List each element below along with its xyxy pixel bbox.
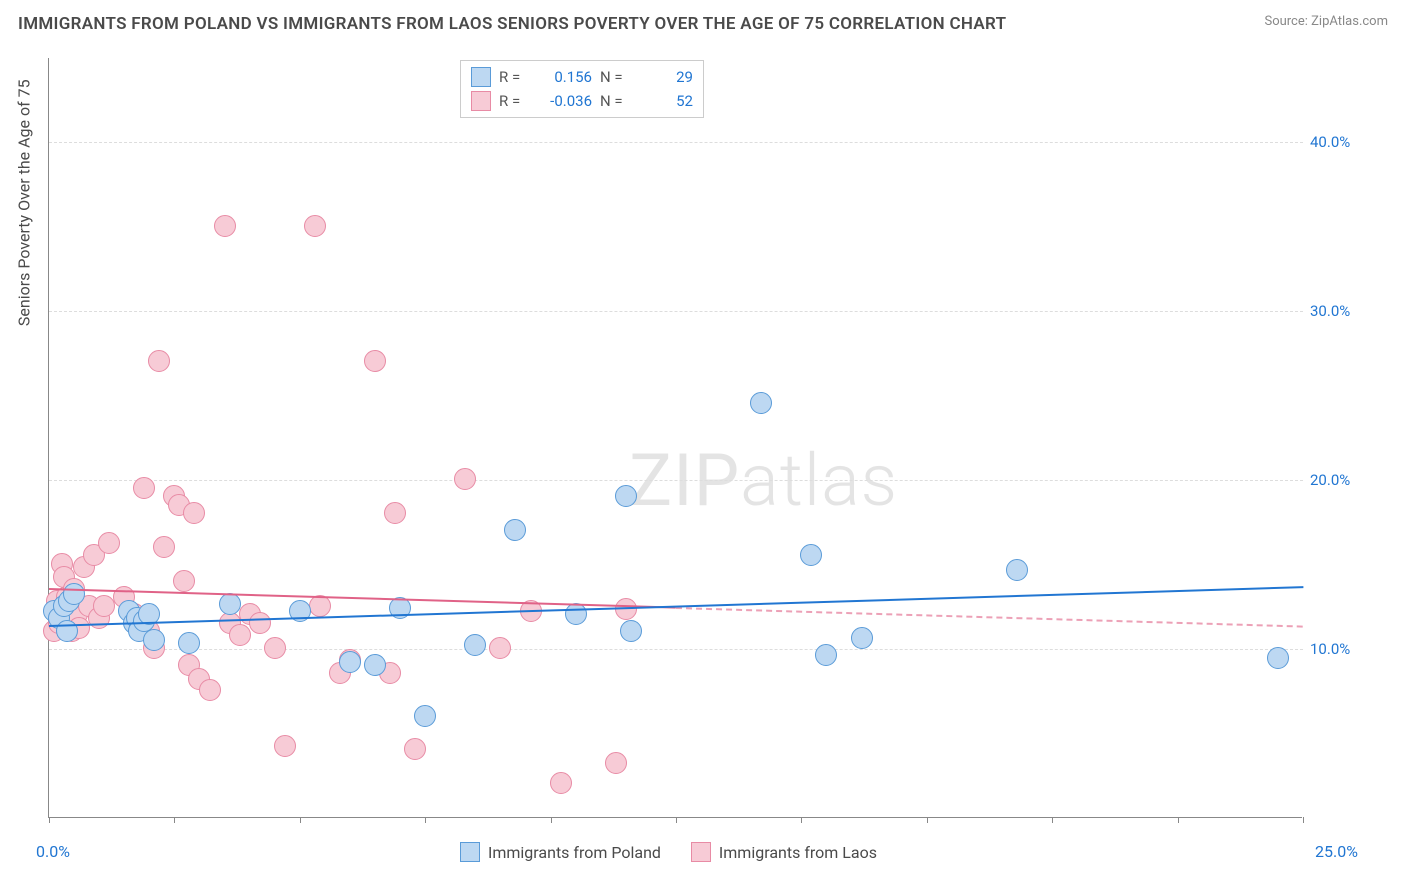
- source-label: Source: ZipAtlas.com: [1264, 14, 1388, 29]
- plot-region: ZIPatlas: [48, 58, 1302, 818]
- x-label-min: 0.0%: [36, 842, 70, 861]
- r-label: R =: [499, 92, 529, 110]
- swatch-poland: [471, 67, 491, 87]
- data-point-laos: [199, 679, 221, 701]
- data-point-laos: [384, 502, 406, 524]
- r-value-poland: 0.156: [537, 68, 592, 86]
- y-tick-label: 30.0%: [1310, 302, 1350, 320]
- data-point-poland: [364, 654, 386, 676]
- data-point-laos: [183, 502, 205, 524]
- chart-area: ZIPatlas 10.0% 20.0% 30.0% 40.0%: [48, 58, 1368, 818]
- swatch-poland: [460, 842, 480, 862]
- y-axis-title: Seniors Poverty Over the Age of 75: [15, 79, 34, 326]
- data-point-laos: [605, 752, 627, 774]
- legend-label-poland: Immigrants from Poland: [488, 843, 661, 862]
- data-point-laos: [153, 536, 175, 558]
- swatch-laos: [471, 91, 491, 111]
- data-point-poland: [143, 629, 165, 651]
- grid-line: [49, 142, 1303, 143]
- legend-item-laos: Immigrants from Laos: [691, 842, 877, 862]
- data-point-laos: [264, 637, 286, 659]
- data-point-poland: [414, 705, 436, 727]
- data-point-poland: [464, 634, 486, 656]
- data-point-laos: [550, 772, 572, 794]
- n-value-laos: 52: [638, 92, 693, 110]
- grid-line: [49, 311, 1303, 312]
- legend-bottom: Immigrants from Poland Immigrants from L…: [460, 842, 877, 862]
- data-point-laos: [364, 350, 386, 372]
- x-tick: [1052, 817, 1053, 823]
- data-point-laos: [454, 468, 476, 490]
- legend-row-laos: R = -0.036 N = 52: [471, 89, 693, 113]
- data-point-laos: [98, 532, 120, 554]
- data-point-poland: [1267, 647, 1289, 669]
- data-point-laos: [173, 570, 195, 592]
- x-tick: [300, 817, 301, 823]
- data-point-laos: [274, 735, 296, 757]
- legend-row-poland: R = 0.156 N = 29: [471, 65, 693, 89]
- data-point-laos: [489, 637, 511, 659]
- data-point-poland: [219, 593, 241, 615]
- x-tick: [676, 817, 677, 823]
- x-label-max: 25.0%: [1315, 842, 1358, 861]
- y-tick-label: 40.0%: [1310, 133, 1350, 151]
- data-point-laos: [133, 477, 155, 499]
- data-point-poland: [851, 627, 873, 649]
- data-point-poland: [63, 583, 85, 605]
- data-point-poland: [800, 544, 822, 566]
- x-tick: [551, 817, 552, 823]
- r-value-laos: -0.036: [537, 92, 592, 110]
- x-tick: [927, 817, 928, 823]
- grid-line: [49, 649, 1303, 650]
- grid-line: [49, 480, 1303, 481]
- r-label: R =: [499, 68, 529, 86]
- x-tick: [174, 817, 175, 823]
- data-point-poland: [565, 603, 587, 625]
- data-point-laos: [404, 738, 426, 760]
- chart-title: IMMIGRANTS FROM POLAND VS IMMIGRANTS FRO…: [18, 14, 1006, 34]
- data-point-poland: [615, 485, 637, 507]
- x-tick: [1178, 817, 1179, 823]
- n-value-poland: 29: [638, 68, 693, 86]
- x-tick: [49, 817, 50, 823]
- n-label: N =: [600, 92, 630, 110]
- legend-stats: R = 0.156 N = 29 R = -0.036 N = 52: [460, 60, 704, 118]
- data-point-poland: [620, 620, 642, 642]
- header: IMMIGRANTS FROM POLAND VS IMMIGRANTS FRO…: [18, 14, 1388, 34]
- data-point-laos: [249, 612, 271, 634]
- n-label: N =: [600, 68, 630, 86]
- x-tick: [425, 817, 426, 823]
- data-point-poland: [1006, 559, 1028, 581]
- y-tick-label: 20.0%: [1310, 471, 1350, 489]
- data-point-poland: [178, 632, 200, 654]
- data-point-poland: [815, 644, 837, 666]
- legend-label-laos: Immigrants from Laos: [719, 843, 877, 862]
- x-tick: [1303, 817, 1304, 823]
- data-point-poland: [750, 392, 772, 414]
- data-point-laos: [214, 215, 236, 237]
- trend-line-laos: [676, 607, 1303, 628]
- y-tick-label: 10.0%: [1310, 640, 1350, 658]
- data-point-laos: [148, 350, 170, 372]
- data-point-poland: [339, 651, 361, 673]
- data-point-laos: [229, 624, 251, 646]
- data-point-laos: [93, 595, 115, 617]
- data-point-laos: [304, 215, 326, 237]
- data-point-poland: [504, 519, 526, 541]
- swatch-laos: [691, 842, 711, 862]
- legend-item-poland: Immigrants from Poland: [460, 842, 661, 862]
- x-tick: [801, 817, 802, 823]
